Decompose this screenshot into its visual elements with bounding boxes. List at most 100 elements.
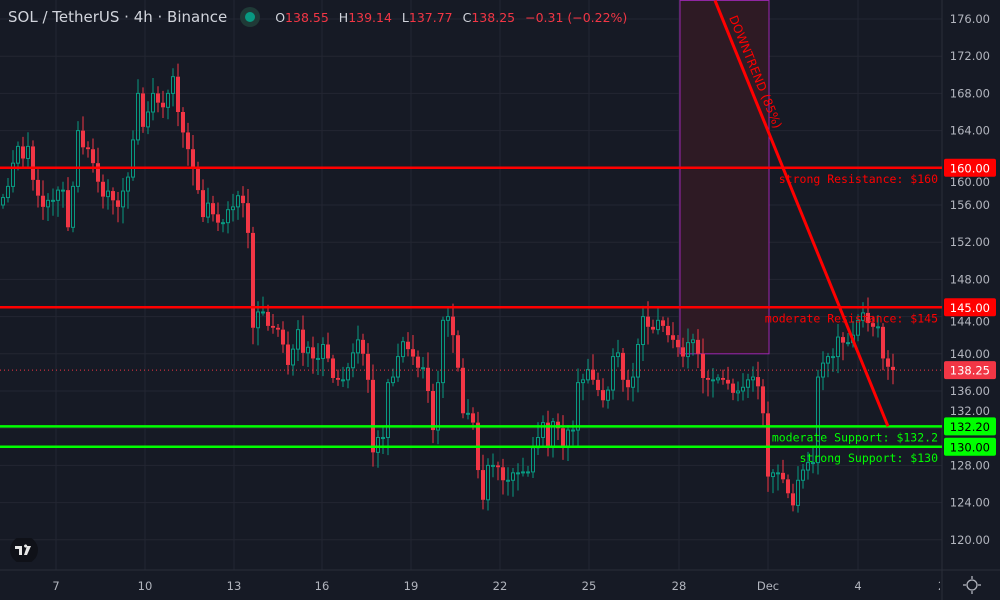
candle bbox=[716, 374, 720, 384]
resistance-price-tag bbox=[944, 298, 996, 317]
candle bbox=[506, 467, 510, 496]
candle bbox=[306, 341, 310, 368]
close-label: C bbox=[462, 9, 472, 25]
candle bbox=[796, 466, 800, 513]
candle-body-down bbox=[481, 470, 485, 500]
close-value: 138.25 bbox=[471, 9, 516, 25]
tradingview-logo-icon[interactable] bbox=[10, 538, 38, 562]
candle bbox=[46, 193, 50, 222]
candle-body-down bbox=[591, 369, 595, 380]
candle bbox=[191, 135, 195, 186]
candle bbox=[426, 352, 430, 403]
candle-body-up bbox=[806, 462, 810, 471]
time-tick-label: 10 bbox=[138, 579, 153, 593]
candle-body-down bbox=[646, 316, 650, 327]
support-price-tag-text: 130.00 bbox=[950, 440, 990, 454]
candle-body-down bbox=[161, 102, 165, 108]
candle bbox=[111, 187, 115, 215]
candle bbox=[126, 172, 130, 209]
candle bbox=[211, 195, 215, 222]
candle bbox=[651, 319, 655, 334]
candle-body-down bbox=[696, 339, 700, 354]
time-tick-label: 13 bbox=[227, 579, 242, 593]
price-tick-label: 124.00 bbox=[950, 496, 990, 510]
candle bbox=[316, 343, 320, 375]
candle bbox=[766, 401, 770, 492]
candle bbox=[36, 169, 40, 208]
candle bbox=[636, 338, 640, 393]
candle-body-down bbox=[451, 316, 455, 336]
candle bbox=[441, 316, 445, 398]
chart-settings-icon[interactable] bbox=[962, 575, 982, 595]
candle-body-up bbox=[51, 199, 55, 202]
candle-body-up bbox=[636, 344, 640, 378]
candle-body-down bbox=[651, 326, 655, 330]
candle bbox=[451, 303, 455, 353]
candle bbox=[816, 369, 820, 475]
candle-body-down bbox=[891, 366, 895, 371]
candle bbox=[481, 454, 485, 510]
change-value: −0.31 (−0.22%) bbox=[525, 9, 628, 25]
candle bbox=[881, 323, 885, 371]
candle-body-down bbox=[251, 232, 255, 328]
candle-body-up bbox=[126, 176, 130, 192]
last-price-tag bbox=[944, 361, 996, 380]
candle bbox=[336, 369, 340, 386]
candle-body-up bbox=[6, 185, 10, 199]
candle bbox=[546, 410, 550, 457]
candle-body-up bbox=[1, 197, 5, 206]
candle bbox=[266, 304, 270, 331]
symbol-title[interactable]: SOL / TetherUS · 4h · Binance bbox=[8, 8, 228, 26]
candle bbox=[856, 314, 860, 342]
high-label: H bbox=[338, 9, 349, 25]
candle bbox=[151, 78, 155, 121]
candle bbox=[761, 379, 765, 428]
time-tick-label: 7 bbox=[52, 579, 59, 593]
candle-body-down bbox=[101, 181, 105, 197]
candle bbox=[121, 178, 125, 224]
candle bbox=[171, 68, 175, 107]
candle-body-up bbox=[106, 190, 110, 198]
resistance-label: strong Resistance: $160 bbox=[779, 172, 938, 186]
candle-body-up bbox=[516, 472, 520, 475]
time-tick-label: Dec bbox=[757, 579, 779, 593]
candle bbox=[176, 63, 180, 127]
candle bbox=[806, 451, 810, 480]
candle bbox=[281, 321, 285, 353]
candle-body-down bbox=[766, 413, 770, 477]
low-label: L bbox=[401, 9, 409, 25]
price-tick-label: 172.00 bbox=[950, 49, 990, 63]
candle-body-up bbox=[491, 464, 495, 467]
candle bbox=[541, 415, 545, 446]
support-label: strong Support: $130 bbox=[800, 451, 939, 465]
candle bbox=[181, 107, 185, 148]
candle bbox=[356, 325, 360, 364]
candle-body-down bbox=[781, 472, 785, 480]
candle bbox=[681, 337, 685, 368]
candle bbox=[326, 332, 330, 363]
candle bbox=[751, 366, 755, 392]
candle bbox=[6, 178, 10, 203]
candle bbox=[646, 301, 650, 345]
candle bbox=[226, 201, 230, 234]
candle bbox=[841, 332, 845, 361]
candle-body-up bbox=[131, 139, 135, 178]
candle-body-down bbox=[366, 353, 370, 380]
time-tick-label: 28 bbox=[672, 579, 687, 593]
candle-body-up bbox=[816, 376, 820, 464]
price-tick-label: 128.00 bbox=[950, 458, 990, 472]
candle-body-up bbox=[641, 316, 645, 346]
time-axis: 7 10 13 16 19 22 25 28 Dec 4 20:00 bbox=[52, 579, 940, 593]
candle-body-up bbox=[836, 336, 840, 358]
candle bbox=[771, 469, 775, 494]
time-tick-label: 16 bbox=[315, 579, 330, 593]
candle-body-down bbox=[241, 195, 245, 204]
candle bbox=[831, 348, 835, 372]
candle bbox=[596, 372, 600, 397]
candle-body-down bbox=[141, 93, 145, 127]
candle bbox=[476, 411, 480, 479]
candle bbox=[291, 344, 295, 376]
candle-body-up bbox=[261, 311, 265, 314]
candle bbox=[331, 354, 335, 383]
